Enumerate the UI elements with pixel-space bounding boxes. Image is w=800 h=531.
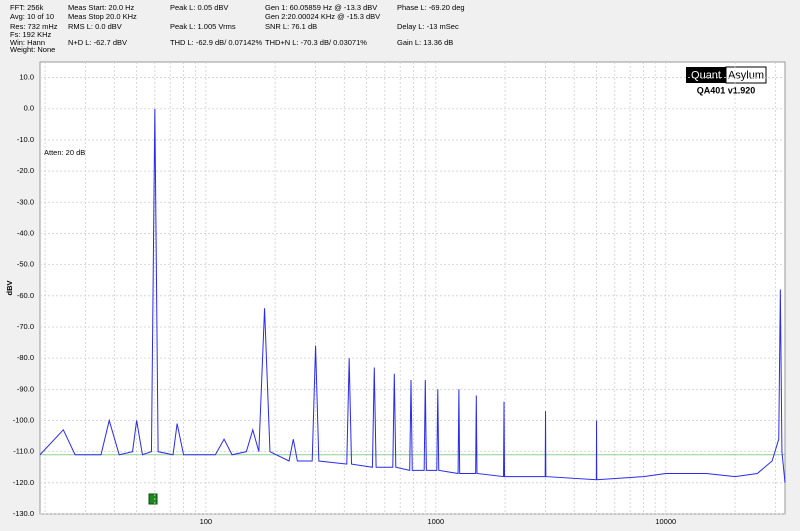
header-stat: Phase L: -69.20 deg [397,3,465,12]
logo-box [686,67,726,83]
y-tick-label: -60.0 [17,291,34,300]
header-stat: Gain L: 13.36 dB [397,38,453,47]
y-tick-label: -50.0 [17,260,34,269]
y-tick-label: -130.0 [13,509,34,518]
version: QA401 v1.920 [697,85,756,95]
y-axis-label: dBV [5,281,14,296]
header-stat: Delay L: -13 mSec [397,22,459,31]
header-stat: Gen 2:20.00024 KHz @ -15.3 dBV [265,12,380,21]
header-stat: RMS L: 0.0 dBV [68,22,122,31]
header-stat: N+D L: -62.7 dBV [68,38,127,47]
header-stat: Peak L: 1.005 Vrms [170,22,236,31]
y-tick-label: -40.0 [17,228,34,237]
y-tick-label: -30.0 [17,197,34,206]
header-stat: Meas Start: 20.0 Hz [68,3,135,12]
y-tick-label: -80.0 [17,353,34,362]
header-stat: FFT: 256k [10,3,44,12]
header-stat: Fs: 192 KHz [10,30,52,39]
header-stat: Avg: 10 of 10 [10,12,54,21]
y-tick-label: -20.0 [17,166,34,175]
header-stat: THD+N L: -70.3 dB/ 0.03071% [265,38,367,47]
x-tick-label: 100 [200,517,213,526]
header-stat: SNR L: 76.1 dB [265,22,317,31]
y-tick-label: -100.0 [13,415,34,424]
logo-box [725,66,767,84]
y-tick-label: -90.0 [17,384,34,393]
logo-text: Asylum [728,69,764,81]
x-tick-label: 10000 [655,517,676,526]
header-stat: Gen 1: 60.05859 Hz @ -13.3 dBV [265,3,377,12]
x-tick-label: 1000 [427,517,444,526]
y-tick-label: -10.0 [17,135,34,144]
header-stat: Meas Stop 20.0 KHz [68,12,137,21]
header-stat: Weight: None [10,45,55,54]
y-tick-label: -70.0 [17,322,34,331]
y-tick-label: -110.0 [13,447,34,456]
logo-text: Quant [691,69,721,81]
header-stat: Res: 732 mHz [10,22,58,31]
plot-area [39,61,786,515]
annotation: Atten: 20 dB [44,148,85,157]
y-tick-label: 0.0 [24,104,34,113]
header-stat: Peak L: 0.05 dBV [170,3,228,12]
marker [148,493,158,505]
header-stat: Win: Hann [10,38,45,47]
y-tick-label: -120.0 [13,478,34,487]
y-tick-label: 10.0 [19,73,34,82]
header-stat: THD L: -62.9 dB/ 0.07142% [170,38,262,47]
spectrum-line [39,108,786,483]
